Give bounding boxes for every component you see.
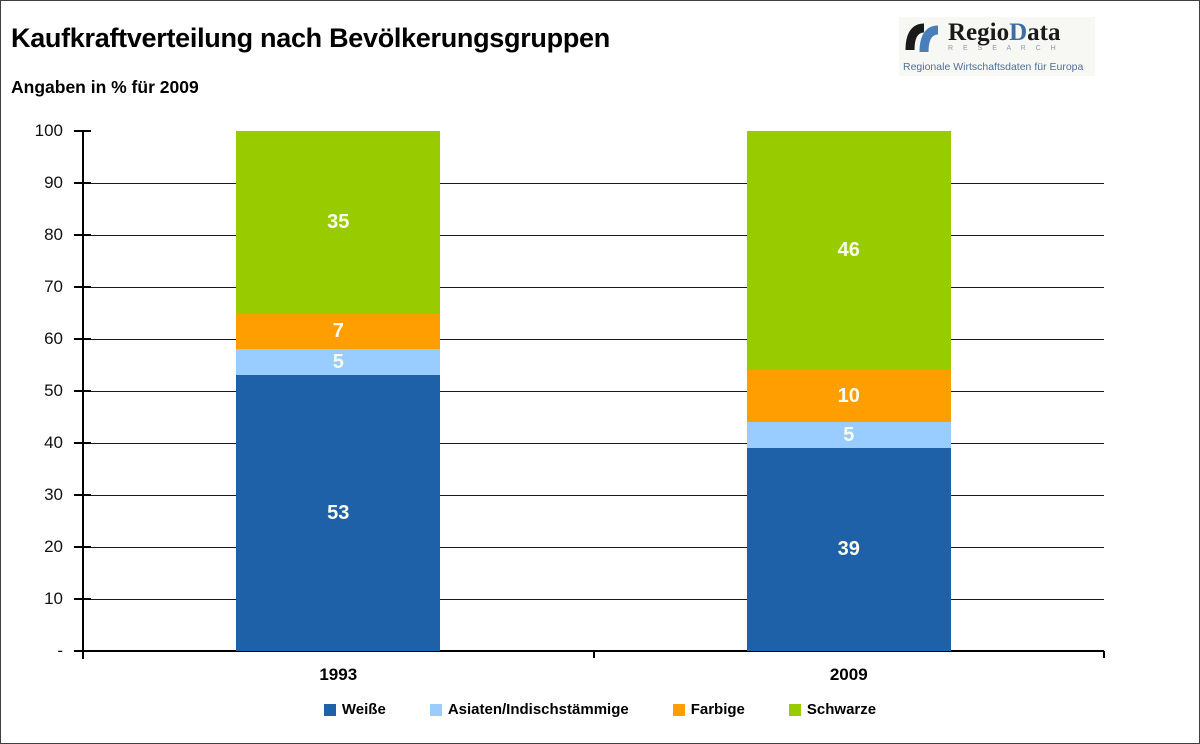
x-axis-label: 2009 (829, 665, 868, 684)
gridline (83, 495, 1104, 496)
x-axis-label: 1993 (319, 665, 358, 684)
logo-tagline: Regionale Wirtschaftsdaten für Europa (903, 61, 1084, 73)
bar-value-label: 35 (327, 210, 350, 233)
bar-value-label: 5 (843, 423, 855, 446)
y-axis-line (82, 131, 84, 659)
bar-segment-1993: 7 (236, 313, 441, 350)
gridline (83, 599, 1104, 600)
y-axis-label: 80 (44, 225, 63, 244)
y-axis-label: 20 (44, 537, 63, 556)
bar-segment-2009: 10 (746, 370, 951, 423)
bar-value-label: 7 (332, 319, 344, 342)
bar-value-label: 46 (837, 239, 860, 262)
legend-swatch-icon (788, 703, 801, 716)
gridline (83, 443, 1104, 444)
y-axis-label: 60 (44, 329, 63, 348)
page-title: Kaufkraftverteilung nach Bevölkerungsgru… (11, 23, 610, 53)
y-axis-tick (74, 442, 91, 444)
bar-segment-2009: 5 (746, 422, 951, 449)
y-axis-tick (74, 182, 91, 184)
y-axis-label: 100 (34, 121, 63, 140)
bar-value-label: 10 (837, 384, 860, 407)
y-axis-label: 70 (44, 277, 63, 296)
x-axis-tick (1103, 651, 1105, 658)
y-axis-label: 10 (44, 589, 63, 608)
gridline (83, 183, 1104, 184)
y-axis-tick (74, 598, 91, 600)
legend-swatch-icon (429, 703, 442, 716)
legend-swatch-icon (323, 703, 336, 716)
bar-segment-1993: 5 (236, 349, 441, 376)
bar-value-label: 5 (332, 350, 344, 373)
logo-wordmark: RegioData (948, 19, 1061, 46)
regiodata-swoosh-icon (903, 23, 943, 58)
gridline (83, 547, 1104, 548)
legend-item: Schwarze (788, 701, 877, 718)
y-axis-tick (74, 546, 91, 548)
logo-research-label: R E S E A R C H (948, 45, 1060, 52)
y-axis-tick (74, 234, 91, 236)
y-axis-label: 90 (44, 173, 63, 192)
bar-segment-1993: 53 (236, 375, 441, 651)
legend-label: Schwarze (806, 701, 877, 718)
gridline (83, 391, 1104, 392)
y-axis-label: 50 (44, 381, 63, 400)
y-axis-tick (74, 338, 91, 340)
gridline (83, 339, 1104, 340)
y-axis-label: - (57, 641, 63, 660)
bar-segment-2009: 46 (746, 131, 951, 371)
legend-swatch-icon (672, 703, 685, 716)
x-axis-tick (82, 651, 84, 658)
legend-label: Weiße (341, 701, 386, 718)
y-axis-tick (74, 286, 91, 288)
bar-value-label: 39 (837, 538, 860, 561)
y-axis-tick (74, 494, 91, 496)
chart-legend: Weiße Asiaten/Indischstämmige Farbige Schwa… (1, 701, 1199, 718)
y-axis-tick (74, 390, 91, 392)
gridline (83, 287, 1104, 288)
legend-item: Asiaten/Indischstämmige (429, 701, 629, 718)
page-subtitle: Angaben in % für 2009 (11, 77, 199, 97)
y-axis-label: 30 (44, 485, 63, 504)
legend-item: Weiße (323, 701, 386, 718)
bar-segment-2009: 39 (746, 448, 951, 651)
bar-value-label: 53 (327, 501, 350, 524)
legend-label: Farbige (690, 701, 745, 718)
regiodata-logo: RegioData R E S E A R C H Regionale Wirt… (899, 17, 1095, 76)
legend-item: Farbige (672, 701, 745, 718)
x-axis-tick (592, 651, 595, 658)
legend-label: Asiaten/Indischstämmige (447, 701, 629, 718)
gridline (83, 235, 1104, 236)
y-axis-tick (74, 130, 91, 132)
bar-segment-1993: 35 (236, 131, 441, 313)
y-axis-label: 40 (44, 433, 63, 452)
